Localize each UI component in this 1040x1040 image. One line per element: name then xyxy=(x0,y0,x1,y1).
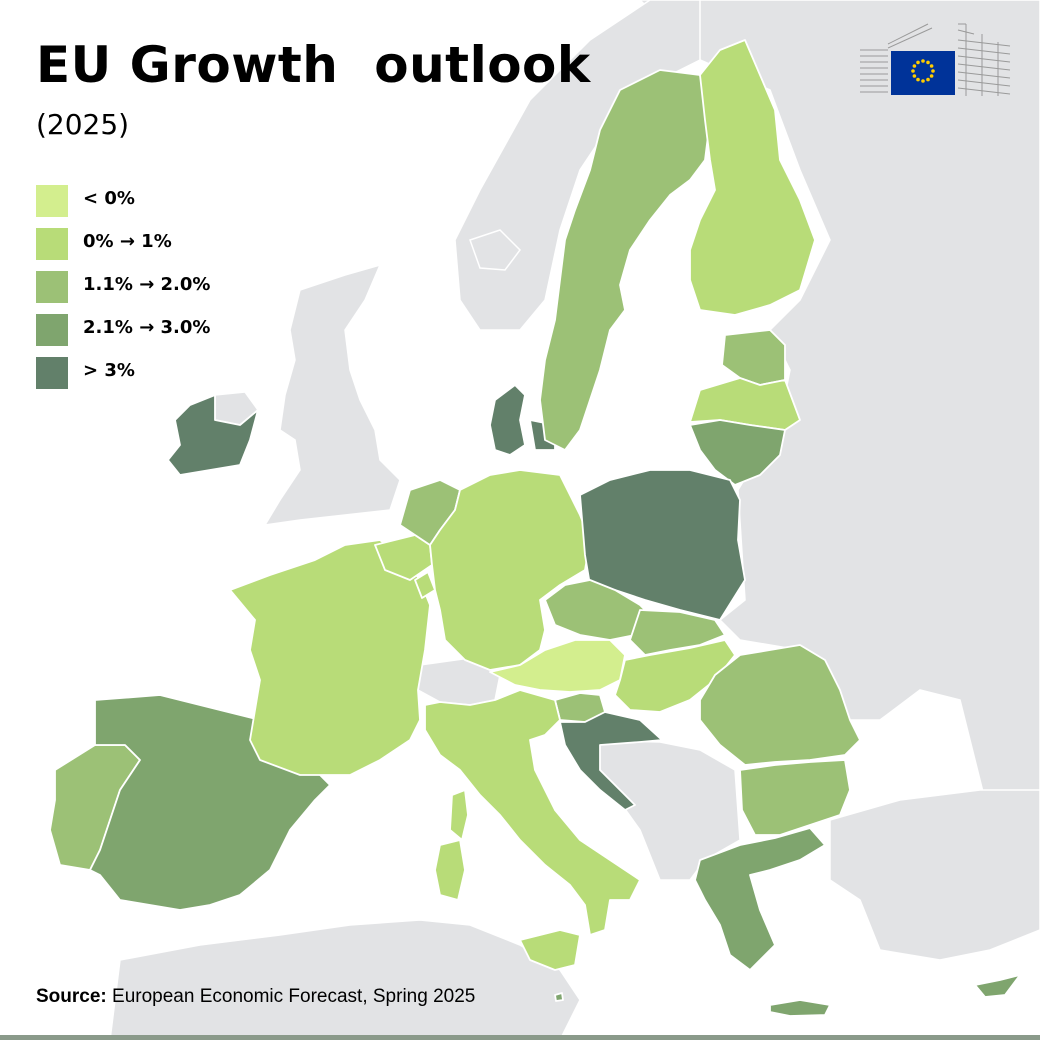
crete-region xyxy=(769,999,831,1017)
turkey xyxy=(829,789,1040,961)
svalbard-area xyxy=(469,229,521,271)
legend-swatch xyxy=(36,357,68,389)
legend-label: < 0% xyxy=(83,188,135,209)
sardinia-region xyxy=(434,839,466,901)
north-africa xyxy=(109,919,581,1040)
sicily-region xyxy=(519,929,581,971)
lithuania-region xyxy=(689,419,786,486)
european-commission-logo xyxy=(858,20,1014,98)
great-britain xyxy=(263,263,401,526)
non-eu-landmass xyxy=(109,0,1040,1040)
eu-member-states xyxy=(49,39,1021,1017)
latvia-region xyxy=(689,377,801,431)
legend-swatch xyxy=(36,314,68,346)
legend-label: 1.1% → 2.0% xyxy=(83,274,211,295)
legend-label: > 3% xyxy=(83,360,135,381)
eastern-landmass xyxy=(638,0,1040,841)
legend-swatch xyxy=(36,271,68,303)
ec-building-left xyxy=(860,23,933,93)
greece-region xyxy=(694,827,826,971)
map-title: EU Growth outlook xyxy=(36,36,591,94)
legend-swatch xyxy=(36,228,68,260)
denmark-region xyxy=(489,384,526,456)
estonia-region xyxy=(721,329,786,386)
romania-region xyxy=(699,644,861,766)
legend-label: 0% → 1% xyxy=(83,231,172,252)
source-prefix: Source: xyxy=(36,986,107,1007)
legend-swatch xyxy=(36,185,68,217)
ec-building-right xyxy=(957,23,1011,96)
legend-label: 2.1% → 3.0% xyxy=(83,317,211,338)
map-subtitle: (2025) xyxy=(36,108,130,141)
germany-region xyxy=(429,469,591,671)
eu-flag-stars xyxy=(911,59,935,83)
sweden-region xyxy=(539,69,711,451)
finland-region xyxy=(689,39,816,316)
bottom-rule xyxy=(0,1035,1040,1040)
eu-flag-icon xyxy=(891,51,955,95)
corsica-region xyxy=(449,789,469,841)
croatia-region xyxy=(559,711,663,811)
source-text: European Economic Forecast, Spring 2025 xyxy=(106,986,476,1007)
italy-region xyxy=(424,689,641,936)
ireland-region xyxy=(167,394,259,476)
hungary-region xyxy=(614,639,736,713)
ec-logo-graphic xyxy=(860,23,1011,96)
malta-region xyxy=(554,992,564,1002)
cyprus-region xyxy=(974,974,1021,998)
bulgaria-region xyxy=(739,759,851,836)
source-note: Source: European Economic Forecast, Spri… xyxy=(36,986,475,1008)
france-region xyxy=(229,539,431,776)
